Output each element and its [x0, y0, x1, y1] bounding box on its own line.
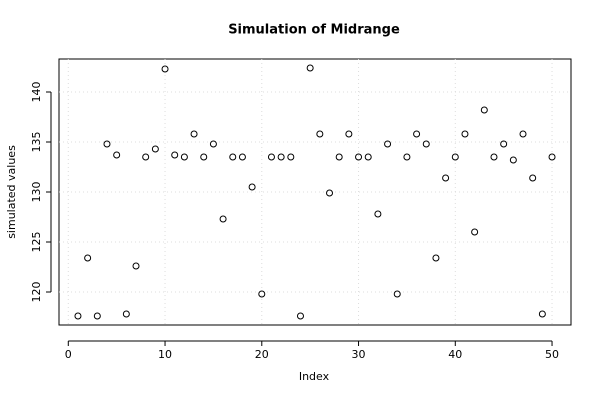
point — [296, 312, 304, 320]
point — [335, 153, 343, 161]
point — [413, 130, 421, 138]
x-tick-label: 20 — [255, 348, 269, 361]
point — [74, 312, 82, 320]
point — [364, 153, 372, 161]
point — [171, 151, 179, 159]
point — [93, 312, 101, 320]
point — [529, 174, 537, 182]
point — [113, 151, 121, 159]
point — [132, 262, 140, 270]
point — [451, 153, 459, 161]
point — [384, 140, 392, 148]
point — [471, 228, 479, 236]
point — [355, 153, 363, 161]
y-tick-label: 130 — [30, 182, 43, 203]
point — [480, 106, 488, 114]
point — [403, 153, 411, 161]
x-tick-label: 50 — [545, 348, 559, 361]
point — [393, 290, 401, 298]
point — [219, 215, 227, 223]
point — [306, 64, 314, 72]
x-tick-label: 40 — [448, 348, 462, 361]
point — [103, 140, 111, 148]
point — [248, 183, 256, 191]
point — [200, 153, 208, 161]
point — [500, 140, 508, 148]
point — [519, 130, 527, 138]
y-tick-label: 120 — [30, 282, 43, 303]
x-axis-label: Index — [299, 370, 330, 383]
point — [509, 156, 517, 164]
point — [432, 254, 440, 262]
point — [258, 290, 266, 298]
point — [345, 130, 353, 138]
x-tick-label: 10 — [158, 348, 172, 361]
point — [267, 153, 275, 161]
point — [326, 189, 334, 197]
point — [190, 130, 198, 138]
point — [161, 65, 169, 73]
point — [84, 254, 92, 262]
point — [277, 153, 285, 161]
point — [422, 140, 430, 148]
x-tick-label: 30 — [352, 348, 366, 361]
point — [142, 153, 150, 161]
y-tick-label: 140 — [30, 82, 43, 103]
point — [151, 145, 159, 153]
y-axis-label: simulated values — [5, 145, 18, 239]
point — [287, 153, 295, 161]
point — [122, 310, 130, 318]
point — [490, 153, 498, 161]
y-tick-label: 135 — [30, 132, 43, 153]
point — [316, 130, 324, 138]
point — [442, 174, 450, 182]
point — [538, 310, 546, 318]
point — [209, 140, 217, 148]
y-tick-label: 125 — [30, 232, 43, 253]
point — [461, 130, 469, 138]
x-tick-label: 0 — [65, 348, 72, 361]
point — [374, 210, 382, 218]
point — [229, 153, 237, 161]
point — [238, 153, 246, 161]
chart-title: Simulation of Midrange — [228, 23, 400, 38]
point — [180, 153, 188, 161]
point — [548, 153, 556, 161]
